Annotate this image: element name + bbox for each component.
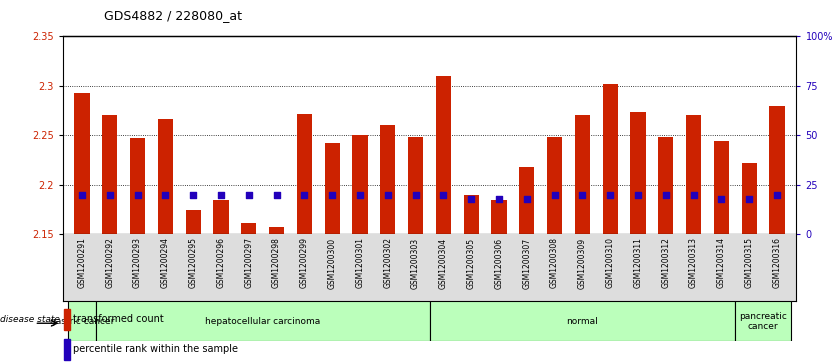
- Bar: [519, 167, 535, 234]
- Point: [242, 192, 255, 197]
- Text: GSM1200310: GSM1200310: [605, 237, 615, 289]
- Bar: [214, 200, 229, 234]
- Bar: [68, 301, 96, 341]
- Point: [325, 192, 339, 197]
- Point: [575, 192, 589, 197]
- Text: gastric cancer: gastric cancer: [50, 317, 114, 326]
- Text: GSM1200315: GSM1200315: [745, 237, 754, 289]
- Bar: [741, 163, 757, 234]
- Point: [437, 192, 450, 197]
- Point: [548, 192, 561, 197]
- Bar: [408, 137, 423, 234]
- Point: [659, 192, 672, 197]
- Text: hepatocellular carcinoma: hepatocellular carcinoma: [205, 317, 320, 326]
- Text: GSM1200311: GSM1200311: [634, 237, 642, 288]
- Text: normal: normal: [566, 317, 598, 326]
- Point: [631, 192, 645, 197]
- Text: GSM1200291: GSM1200291: [78, 237, 87, 288]
- Bar: [102, 115, 118, 234]
- Text: GSM1200303: GSM1200303: [411, 237, 420, 289]
- Text: GSM1200306: GSM1200306: [495, 237, 504, 289]
- Point: [381, 192, 394, 197]
- Bar: [297, 114, 312, 234]
- Bar: [324, 143, 340, 234]
- Text: GSM1200304: GSM1200304: [439, 237, 448, 289]
- Bar: [769, 106, 785, 234]
- Point: [409, 192, 422, 197]
- Point: [158, 192, 172, 197]
- Bar: [96, 301, 430, 341]
- Bar: [241, 223, 256, 234]
- Bar: [686, 115, 701, 234]
- Text: GSM1200292: GSM1200292: [105, 237, 114, 288]
- Point: [520, 196, 534, 201]
- Point: [492, 196, 505, 201]
- Text: GSM1200302: GSM1200302: [384, 237, 392, 289]
- Bar: [491, 200, 507, 234]
- Text: GSM1200309: GSM1200309: [578, 237, 587, 289]
- Text: GSM1200307: GSM1200307: [522, 237, 531, 289]
- Bar: [158, 119, 173, 234]
- Point: [687, 192, 701, 197]
- Text: GDS4882 / 228080_at: GDS4882 / 228080_at: [104, 9, 242, 22]
- Point: [771, 192, 784, 197]
- Bar: [464, 195, 479, 234]
- Bar: [185, 211, 201, 234]
- Bar: [64, 309, 70, 330]
- Bar: [547, 137, 562, 234]
- Bar: [714, 141, 729, 234]
- Bar: [380, 125, 395, 234]
- Text: GSM1200300: GSM1200300: [328, 237, 337, 289]
- Bar: [602, 84, 618, 234]
- Text: GSM1200295: GSM1200295: [188, 237, 198, 289]
- Text: GSM1200296: GSM1200296: [217, 237, 225, 289]
- Text: GSM1200293: GSM1200293: [133, 237, 142, 289]
- Text: GSM1200299: GSM1200299: [300, 237, 309, 289]
- Point: [354, 192, 367, 197]
- Point: [214, 192, 228, 197]
- Bar: [269, 227, 284, 234]
- Point: [604, 192, 617, 197]
- Text: GSM1200312: GSM1200312: [661, 237, 671, 288]
- Point: [75, 192, 88, 197]
- Bar: [631, 113, 646, 234]
- Point: [131, 192, 144, 197]
- Point: [465, 196, 478, 201]
- Point: [715, 196, 728, 201]
- Bar: [352, 135, 368, 234]
- Text: GSM1200294: GSM1200294: [161, 237, 170, 289]
- Text: GSM1200305: GSM1200305: [467, 237, 475, 289]
- Text: GSM1200314: GSM1200314: [717, 237, 726, 289]
- Bar: [575, 115, 590, 234]
- Bar: [658, 137, 674, 234]
- Text: percentile rank within the sample: percentile rank within the sample: [73, 344, 238, 354]
- Bar: [430, 301, 736, 341]
- Text: transformed count: transformed count: [73, 314, 163, 324]
- Point: [270, 192, 284, 197]
- Point: [103, 192, 117, 197]
- Text: GSM1200298: GSM1200298: [272, 237, 281, 288]
- Text: pancreatic
cancer: pancreatic cancer: [739, 311, 787, 331]
- Text: GSM1200316: GSM1200316: [772, 237, 781, 289]
- Bar: [74, 93, 90, 234]
- Bar: [435, 76, 451, 234]
- Text: GSM1200301: GSM1200301: [355, 237, 364, 289]
- Point: [742, 196, 756, 201]
- Text: GSM1200313: GSM1200313: [689, 237, 698, 289]
- Point: [187, 192, 200, 197]
- Bar: [736, 301, 791, 341]
- Point: [298, 192, 311, 197]
- Text: GSM1200308: GSM1200308: [550, 237, 559, 289]
- Bar: [130, 138, 145, 234]
- Text: disease state: disease state: [0, 315, 60, 324]
- Bar: [64, 339, 70, 360]
- Text: GSM1200297: GSM1200297: [244, 237, 254, 289]
